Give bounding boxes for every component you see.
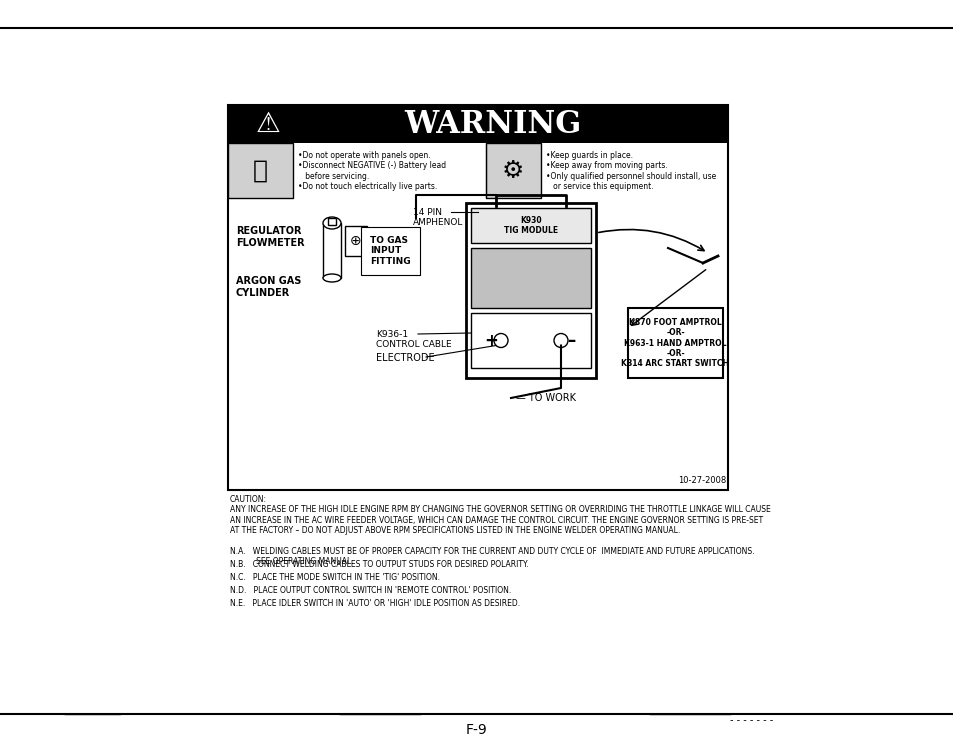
Ellipse shape xyxy=(323,217,340,229)
Text: — TO WORK: — TO WORK xyxy=(516,393,576,403)
Bar xyxy=(471,313,590,368)
Text: ⚠: ⚠ xyxy=(255,110,280,138)
Bar xyxy=(228,143,293,198)
Text: –: – xyxy=(566,332,575,349)
Text: •Keep guards in place.
•Keep away from moving parts.
•Only qualified personnel s: •Keep guards in place. •Keep away from m… xyxy=(545,151,716,191)
Bar xyxy=(228,105,727,143)
Bar xyxy=(328,218,335,225)
Text: 🏃: 🏃 xyxy=(253,159,267,183)
Text: 14 PIN
AMPHENOL: 14 PIN AMPHENOL xyxy=(413,208,463,227)
Text: WARNING: WARNING xyxy=(404,108,581,139)
Text: TO GAS
INPUT
FITTING: TO GAS INPUT FITTING xyxy=(370,236,410,266)
Text: ARGON GAS
CYLINDER: ARGON GAS CYLINDER xyxy=(235,276,301,298)
Text: ⊕: ⊕ xyxy=(350,234,361,248)
Text: K870 FOOT AMPTROL
-OR-
K963-1 HAND AMPTROL
-OR-
K814 ARC START SWITCH: K870 FOOT AMPTROL -OR- K963-1 HAND AMPTR… xyxy=(620,318,729,368)
Text: REGULATOR
FLOWMETER: REGULATOR FLOWMETER xyxy=(235,226,304,248)
Ellipse shape xyxy=(323,274,340,282)
Text: N.D.   PLACE OUTPUT CONTROL SWITCH IN 'REMOTE CONTROL' POSITION.: N.D. PLACE OUTPUT CONTROL SWITCH IN 'REM… xyxy=(230,586,511,595)
Text: F-9: F-9 xyxy=(466,723,487,737)
Text: ⚙: ⚙ xyxy=(501,159,523,183)
Bar xyxy=(471,208,590,243)
Text: •Do not operate with panels open.
•Disconnect NEGATIVE (-) Battery lead
   befor: •Do not operate with panels open. •Disco… xyxy=(297,151,446,191)
Text: N.B.   CONNECT WELDING CABLES TO OUTPUT STUDS FOR DESIRED POLARITY.: N.B. CONNECT WELDING CABLES TO OUTPUT ST… xyxy=(230,560,528,569)
Text: 10-27-2008: 10-27-2008 xyxy=(677,476,725,485)
Text: K936-1
CONTROL CABLE: K936-1 CONTROL CABLE xyxy=(375,330,451,349)
Text: ELECTRODE: ELECTRODE xyxy=(375,353,435,363)
Text: - - - - - - -: - - - - - - - xyxy=(729,715,773,725)
Bar xyxy=(323,223,340,278)
Text: CAUTION:
ANY INCREASE OF THE HIGH IDLE ENGINE RPM BY CHANGING THE GOVERNOR SETTI: CAUTION: ANY INCREASE OF THE HIGH IDLE E… xyxy=(230,495,770,535)
Bar xyxy=(345,226,367,256)
Bar xyxy=(627,308,722,378)
Text: N.A.   WELDING CABLES MUST BE OF PROPER CAPACITY FOR THE CURRENT AND DUTY CYCLE : N.A. WELDING CABLES MUST BE OF PROPER CA… xyxy=(230,547,754,566)
Bar xyxy=(228,105,727,490)
Text: N.E.   PLACE IDLER SWITCH IN 'AUTO' OR 'HIGH' IDLE POSITION AS DESIRED.: N.E. PLACE IDLER SWITCH IN 'AUTO' OR 'HI… xyxy=(230,599,519,608)
Bar xyxy=(485,143,540,198)
Text: +: + xyxy=(483,332,497,349)
Text: K930
TIG MODULE: K930 TIG MODULE xyxy=(503,216,558,235)
Text: N.C.   PLACE THE MODE SWITCH IN THE 'TIG' POSITION.: N.C. PLACE THE MODE SWITCH IN THE 'TIG' … xyxy=(230,573,439,582)
Bar xyxy=(465,203,596,378)
Bar xyxy=(471,248,590,308)
